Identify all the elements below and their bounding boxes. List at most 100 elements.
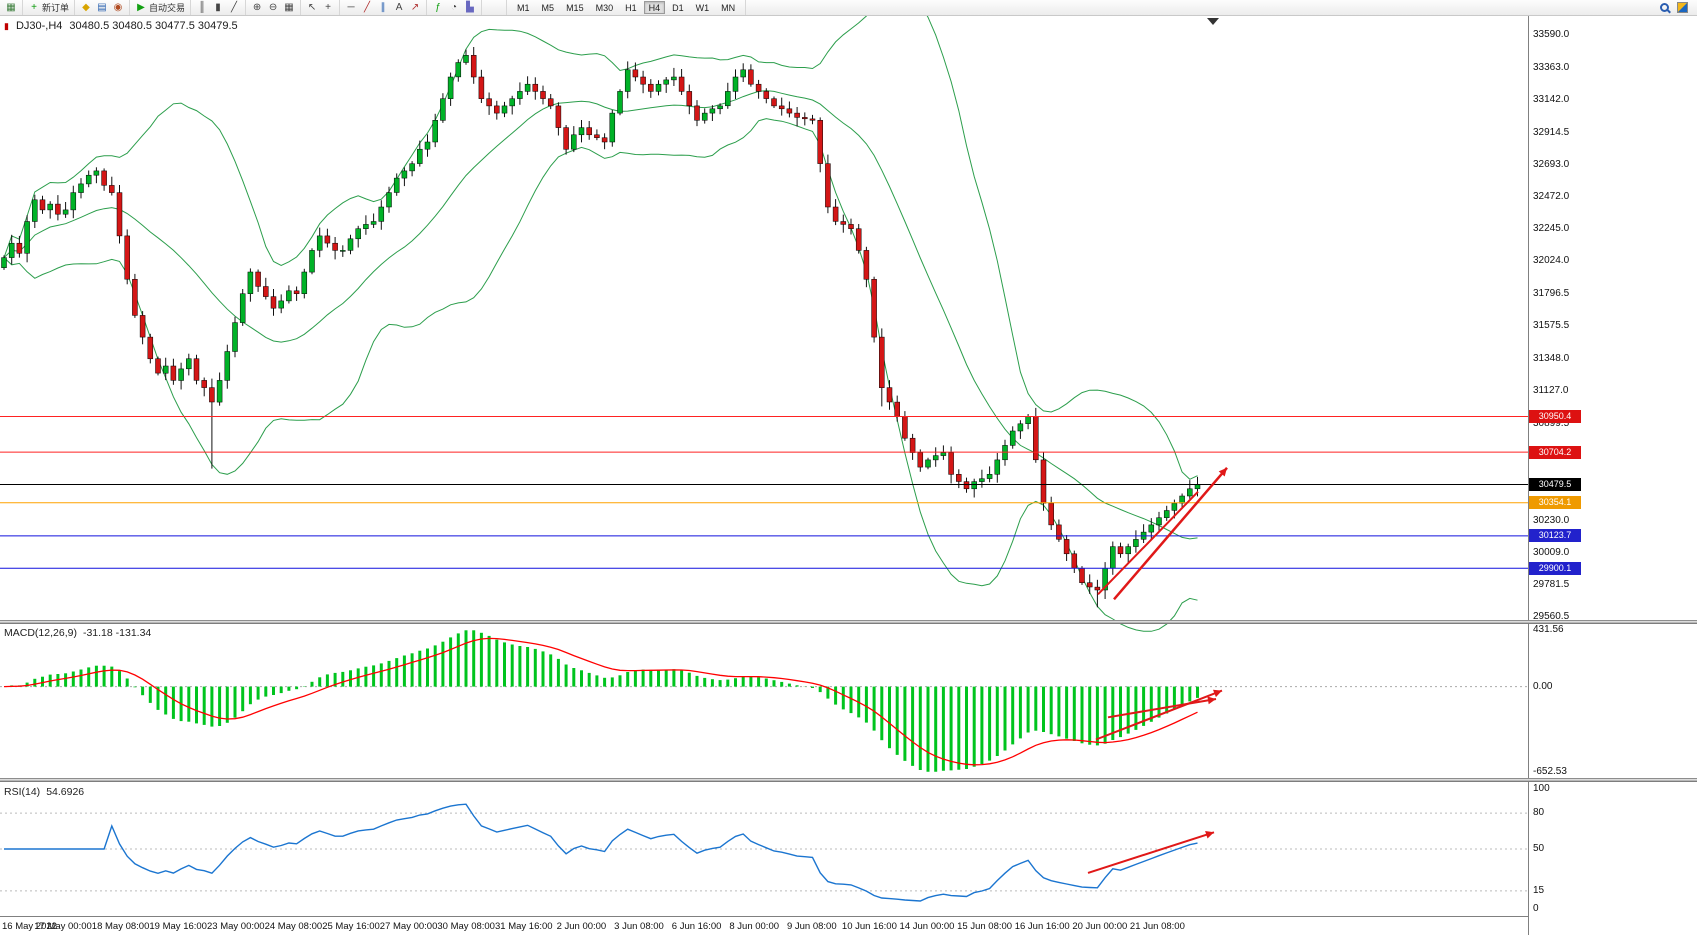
time-scale-label: 16 May 2022 bbox=[2, 921, 57, 932]
toolbar-group: ƒ ◔ ▙ bbox=[427, 0, 483, 15]
rsi-scale-label: 0 bbox=[1533, 902, 1539, 914]
cursor-tool-icon: ↖ bbox=[307, 2, 317, 13]
price-line-badge: 30950.4 bbox=[1529, 409, 1581, 423]
metaeditor-button[interactable]: ◆ bbox=[78, 1, 94, 15]
price-line-badge: 30704.2 bbox=[1529, 445, 1581, 459]
channel-tool-button[interactable]: ∥ bbox=[375, 1, 391, 15]
time-scale-label: 17 May 00:00 bbox=[34, 921, 92, 932]
time-scale-label: 3 Jun 08:00 bbox=[614, 921, 664, 932]
price-scale-label: 32024.0 bbox=[1533, 255, 1570, 267]
panel-separator-macd[interactable] bbox=[0, 620, 1697, 624]
cursor-tool-button[interactable]: ↖ bbox=[304, 1, 320, 15]
rsi-value: 54.6926 bbox=[46, 786, 85, 798]
tile-windows-button[interactable]: ▦ bbox=[281, 1, 297, 15]
timeframe-h4[interactable]: H4 bbox=[643, 1, 666, 14]
toolbar-group: + 新订单 bbox=[23, 0, 76, 15]
time-scale-label: 31 May 16:00 bbox=[495, 921, 553, 932]
panel-separator-rsi[interactable] bbox=[0, 778, 1697, 782]
price-scale-label: 32693.0 bbox=[1533, 158, 1570, 170]
zoom-out-icon: ⊖ bbox=[268, 2, 278, 13]
time-scale-label: 19 May 16:00 bbox=[149, 921, 207, 932]
time-scale[interactable]: 16 May 2022 17 May 00:00 18 May 08:00 19 Ma… bbox=[0, 916, 1697, 935]
time-scale-label: 18 May 08:00 bbox=[91, 921, 150, 932]
crosshair-tool-button[interactable]: + bbox=[320, 1, 336, 15]
time-scale-label: 25 May 16:00 bbox=[322, 921, 380, 932]
market-depth-button[interactable]: ▤ bbox=[94, 1, 110, 15]
price-scale-label: 31796.5 bbox=[1533, 288, 1570, 300]
macd-scale-label: 0.00 bbox=[1533, 680, 1553, 692]
new-order-icon: + bbox=[31, 2, 37, 13]
time-scale-label: 9 Jun 08:00 bbox=[786, 921, 837, 932]
periods-button[interactable]: ◔ bbox=[446, 1, 462, 15]
macd-values: -31.18 -131.34 bbox=[82, 627, 152, 639]
price-line-badge: 30123.7 bbox=[1529, 529, 1581, 543]
price-scale-label: 31575.5 bbox=[1533, 320, 1570, 332]
timeframe-m1[interactable]: M1 bbox=[517, 3, 530, 13]
price-scale-label: 33142.0 bbox=[1533, 93, 1570, 105]
candles-chart-type-icon: ▮ bbox=[215, 2, 221, 13]
chart-shift-marker-icon bbox=[1207, 18, 1219, 25]
text-tool-button[interactable]: A bbox=[391, 1, 407, 15]
price-scale-label: 33590.0 bbox=[1533, 29, 1570, 41]
time-scale-label: 6 Jun 16:00 bbox=[671, 921, 722, 932]
time-scale-label: 14 Jun 00:00 bbox=[899, 921, 955, 932]
tile-windows-icon: ▦ bbox=[284, 2, 294, 13]
timeframe-m15[interactable]: M15 bbox=[566, 3, 584, 13]
time-scale-label: 10 Jun 16:00 bbox=[841, 921, 897, 932]
macd-scale-label: -652.53 bbox=[1533, 765, 1567, 777]
metatrader-logo-icon[interactable] bbox=[1677, 2, 1688, 13]
indicators-icon: ƒ bbox=[435, 2, 441, 13]
new-order-button[interactable]: + 新订单 bbox=[26, 1, 71, 15]
time-scale-label: 8 Jun 00:00 bbox=[729, 921, 780, 932]
horizontal-line-tool-icon: ─ bbox=[347, 2, 355, 13]
arrows-tool-button[interactable]: ↗ bbox=[407, 1, 423, 15]
trendline-tool-icon: ╱ bbox=[364, 2, 371, 13]
rsi-scale-label: 80 bbox=[1533, 807, 1545, 819]
rsi-name: RSI(14) bbox=[4, 786, 41, 798]
toolbar-group: ─ ╱ ∥ A ↗ bbox=[340, 0, 428, 15]
search-icon[interactable] bbox=[1660, 3, 1669, 12]
macd-name: MACD(12,26,9) bbox=[4, 627, 77, 639]
timeframe-d1[interactable]: D1 bbox=[672, 3, 684, 13]
timeframe-mn[interactable]: MN bbox=[721, 3, 736, 13]
timeframe-m5[interactable]: M5 bbox=[541, 3, 555, 13]
price-scale[interactable] bbox=[1528, 16, 1697, 935]
line-chart-type-icon: ╱ bbox=[231, 2, 238, 13]
indicators-button[interactable]: ƒ bbox=[430, 1, 446, 15]
crosshair-tool-icon: + bbox=[325, 2, 331, 13]
zoom-out-button[interactable]: ⊖ bbox=[265, 1, 281, 15]
toolbar-group: ▶ 自动交易 bbox=[130, 0, 192, 15]
timeframe-m30[interactable]: M30 bbox=[595, 3, 614, 13]
time-scale-label: 27 May 00:00 bbox=[379, 921, 438, 932]
alerts-button[interactable]: ◉ bbox=[110, 1, 126, 15]
toolbar-group: ║ ▮ ╱ bbox=[191, 0, 247, 15]
macd-indicator-label: MACD(12,26,9) -31.18 -131.34 bbox=[4, 627, 151, 639]
toolbar-group: ↖ + bbox=[301, 0, 341, 15]
line-chart-type-button[interactable]: ╱ bbox=[226, 1, 242, 15]
toolbar-group: ▦ bbox=[0, 0, 23, 15]
auto-trading-icon: ▶ bbox=[137, 2, 145, 13]
templates-button[interactable]: ▙ bbox=[462, 1, 478, 15]
time-scale-label: 16 Jun 16:00 bbox=[1014, 921, 1070, 932]
toolbar-group: ◆ ▤ ◉ bbox=[75, 0, 131, 15]
timeframe-h1[interactable]: H1 bbox=[625, 3, 637, 13]
chart-title: ▮ DJ30-,H4 30480.5 30480.5 30477.5 30479… bbox=[4, 20, 238, 32]
price-scale-label: 30899.5 bbox=[1533, 417, 1570, 429]
rsi-scale-label: 15 bbox=[1533, 884, 1545, 896]
macd-scale-label: 431.56 bbox=[1533, 624, 1564, 636]
bars-chart-type-button[interactable]: ║ bbox=[194, 1, 210, 15]
rsi-scale-label: 50 bbox=[1533, 843, 1545, 854]
trendline-tool-button[interactable]: ╱ bbox=[359, 1, 375, 15]
metaeditor-icon: ◆ bbox=[82, 2, 90, 13]
candles-chart-type-button[interactable]: ▮ bbox=[210, 1, 226, 15]
chart-window-button[interactable]: ▦ bbox=[3, 1, 19, 15]
timeframe-w1[interactable]: W1 bbox=[695, 3, 710, 13]
price-scale-label: 31348.0 bbox=[1533, 353, 1570, 365]
zoom-in-button[interactable]: ⊕ bbox=[249, 1, 265, 15]
price-scale-label: 31127.0 bbox=[1533, 384, 1569, 396]
horizontal-line-tool-button[interactable]: ─ bbox=[343, 1, 359, 15]
auto-trading-button[interactable]: ▶ 自动交易 bbox=[133, 1, 187, 15]
time-scale-label: 30 May 08:00 bbox=[437, 921, 495, 932]
toolbar: ▦ + 新订单 ◆ ▤ ◉ ▶ 自动交易 ║ ▮ ╱ ⊕ ⊖ ▦ ↖ + ─ ╱ ∥ A ↗ ƒ ◔ ▙ M1 M5 M15 M30… bbox=[0, 0, 1697, 16]
